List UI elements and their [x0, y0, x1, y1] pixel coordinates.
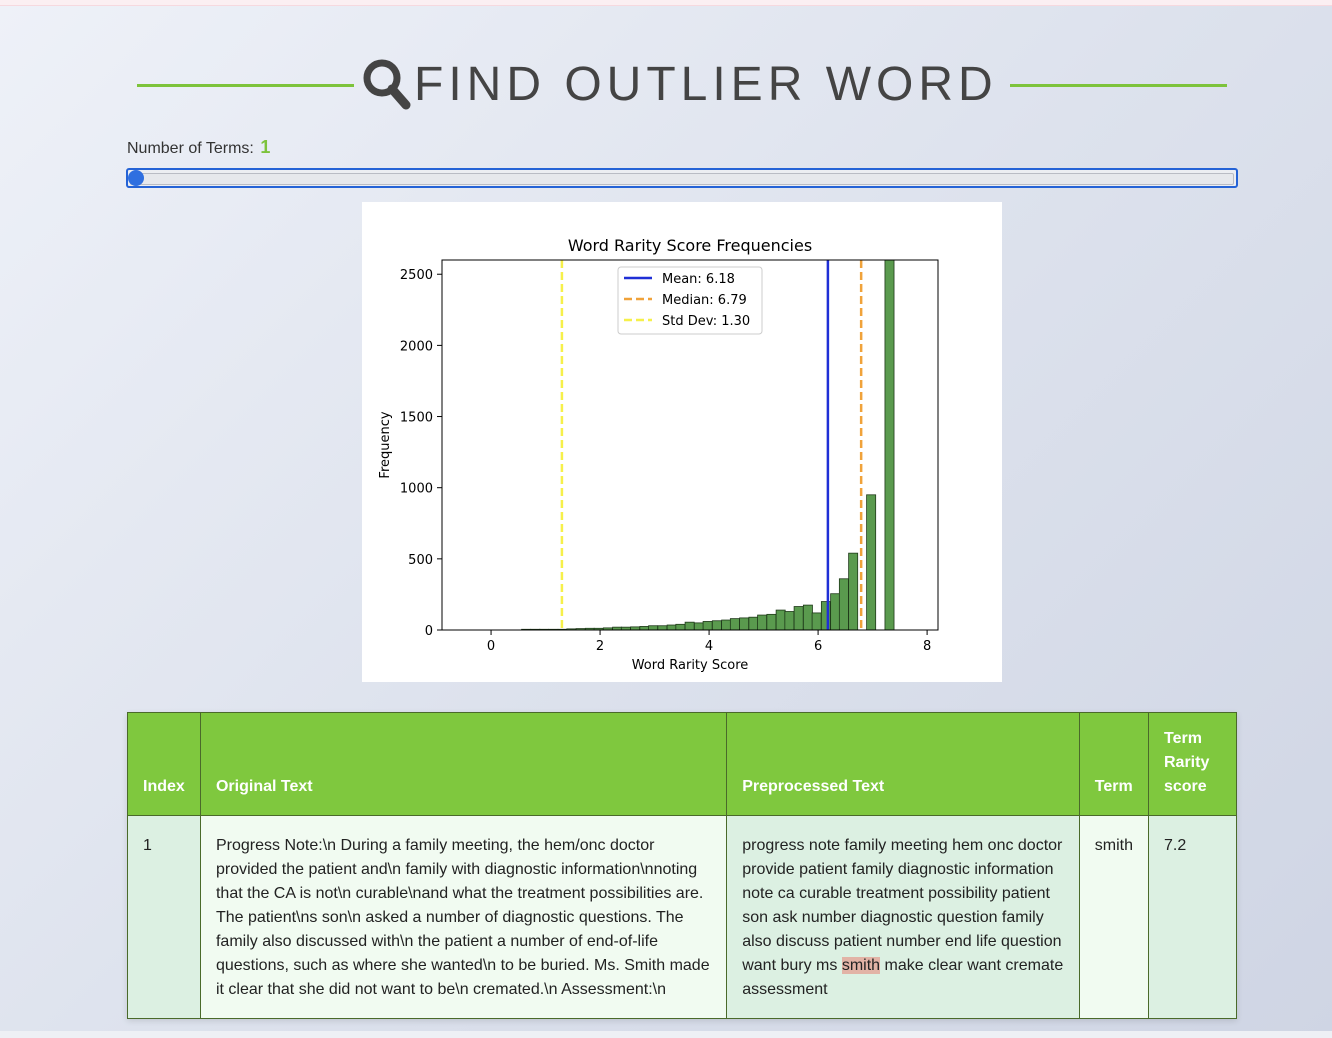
cell-score: 7.2	[1147, 815, 1238, 1019]
header-index: Index	[127, 712, 201, 816]
header-rule-right	[1009, 83, 1227, 87]
x-tick-label: 2	[596, 639, 604, 654]
page-header: FIND OUTLIER WORD	[137, 50, 1227, 120]
histogram-bar	[648, 625, 659, 631]
x-tick-label: 4	[705, 639, 713, 654]
histogram-bar	[866, 494, 877, 631]
y-tick-label: 2500	[400, 268, 433, 283]
x-tick-label: 8	[923, 639, 931, 654]
header-term: Term	[1078, 712, 1149, 816]
terms-slider[interactable]	[126, 168, 1238, 188]
legend-box	[617, 266, 763, 335]
y-tick-label: 2000	[400, 339, 433, 354]
histogram-bar	[666, 624, 677, 631]
preprocessed-text-after: make clear want cremate assessment	[742, 957, 1064, 998]
terms-label: Number of Terms: 1	[127, 137, 270, 158]
x-tick-label: 6	[814, 639, 822, 654]
cell-preprocessed-text: progress note family meeting hem onc doc…	[726, 815, 1080, 1019]
y-tick-label: 500	[408, 553, 433, 568]
histogram-bar	[657, 625, 668, 631]
histogram-bar	[793, 606, 804, 631]
cell-original-text: Progress Note:\n During a family meeting…	[199, 815, 728, 1019]
histogram-bar	[639, 626, 650, 631]
plot-frame	[441, 259, 939, 631]
header-preprocessed-text: Preprocessed Text	[726, 712, 1080, 816]
table-row: 1 Progress Note:\n During a family meeti…	[127, 815, 1238, 1019]
rarity-chart: 0 2 4 6 8 0 500 1000 1500 2000 2500 Word Rarity Sco…	[362, 202, 1002, 682]
histogram-bar	[838, 578, 849, 631]
slider-track[interactable]	[130, 173, 1234, 185]
legend-label-2: Std Dev: 1.30	[662, 314, 750, 329]
search-icon	[363, 59, 411, 110]
histogram-bar	[739, 617, 750, 631]
histogram-bar	[775, 609, 786, 631]
histogram-bar	[729, 618, 740, 631]
header-term-rarity-score: Term Rarity score	[1147, 712, 1238, 816]
y-tick-label: 0	[425, 624, 433, 639]
histogram-bar	[766, 613, 777, 631]
top-strip	[0, 0, 1332, 6]
histogram-bar	[702, 621, 713, 631]
histogram-bar	[675, 623, 686, 631]
y-axis-label: Frequency	[378, 411, 393, 478]
histogram-bar	[802, 604, 813, 631]
y-tick-label: 1500	[400, 411, 433, 426]
chart-title: Word Rarity Score Frequencies	[568, 236, 812, 255]
x-axis-label: Word Rarity Score	[632, 658, 749, 673]
slider-thumb[interactable]	[128, 170, 144, 186]
header-rule-left	[137, 83, 354, 87]
results-table: Index Original Text Preprocessed Text Te…	[127, 712, 1238, 1019]
preprocessed-text-before: progress note family meeting hem onc doc…	[742, 837, 1063, 974]
x-tick-label: 0	[487, 639, 495, 654]
cell-index: 1	[127, 815, 201, 1019]
highlighted-term: smith	[841, 957, 881, 974]
histogram-bar	[784, 611, 795, 631]
histogram-bar	[884, 259, 895, 631]
header-original-text: Original Text	[199, 712, 728, 816]
histogram-bar	[848, 552, 859, 631]
histogram-bar	[684, 621, 695, 631]
page-title: FIND OUTLIER WORD	[414, 58, 998, 111]
cell-term: smith	[1078, 815, 1149, 1019]
y-tick-label: 1000	[400, 482, 433, 497]
legend-label-1: Median: 6.79	[662, 293, 747, 308]
histogram-bar	[721, 619, 732, 631]
histogram-bar	[693, 622, 704, 631]
histogram-bar	[711, 620, 722, 631]
histogram-bar	[811, 612, 822, 631]
histogram-bar	[748, 616, 759, 631]
rarity-chart-svg: 0 2 4 6 8 0 500 1000 1500 2000 2500 Word Rarity Sco…	[378, 236, 939, 673]
terms-label-text: Number of Terms:	[127, 140, 254, 157]
histogram-bar	[830, 593, 841, 631]
histogram-bar	[757, 614, 768, 631]
legend-label-0: Mean: 6.18	[662, 272, 735, 287]
terms-value: 1	[260, 137, 271, 157]
table-header-row: Index Original Text Preprocessed Text Te…	[127, 712, 1238, 816]
bottom-strip	[0, 1031, 1332, 1038]
